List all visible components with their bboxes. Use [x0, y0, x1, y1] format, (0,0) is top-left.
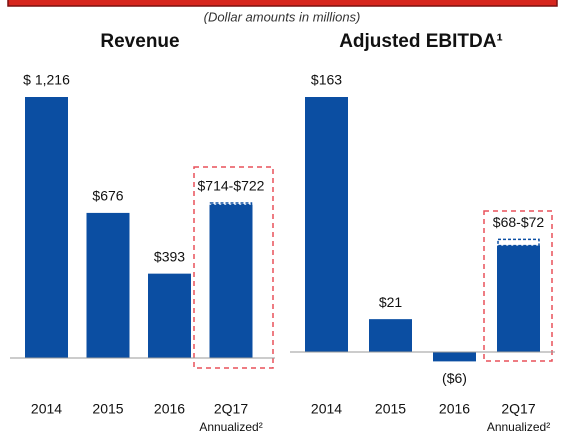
chart-title: Adjusted EBITDA¹ — [339, 31, 503, 52]
x-tick-label: 2014 — [31, 401, 62, 417]
chart-title: Revenue — [100, 31, 179, 52]
value-label: $21 — [379, 294, 403, 310]
highlight-box — [483, 210, 553, 362]
bar — [369, 319, 412, 352]
banner — [7, 0, 558, 7]
value-label: $714-$722 — [198, 178, 265, 194]
bar — [209, 204, 253, 358]
value-label: ($6) — [442, 370, 467, 386]
highlight-box — [193, 166, 274, 369]
value-label: $ 1,216 — [23, 72, 70, 88]
bar — [433, 352, 476, 362]
x-tick-label: 2015 — [92, 401, 123, 417]
range-bar — [209, 202, 253, 206]
value-label: $68-$72 — [493, 214, 545, 230]
bar — [148, 273, 191, 358]
bar — [497, 245, 540, 352]
x-tick-label: 2014 — [311, 401, 342, 417]
x-tick-label: 2Q17 — [501, 401, 535, 417]
range-bar — [497, 238, 540, 247]
value-label: $163 — [311, 72, 342, 88]
annotation: Annualized² — [199, 420, 262, 434]
bar — [25, 97, 68, 358]
x-tick-label: 2016 — [439, 401, 470, 417]
x-tick-label: 2Q17 — [214, 401, 248, 417]
x-tick-label: 2015 — [375, 401, 406, 417]
annotation: Annualized² — [487, 420, 550, 434]
x-tick-label: 2016 — [154, 401, 185, 417]
value-label: $676 — [92, 188, 123, 204]
value-label: $393 — [154, 248, 185, 264]
bar — [86, 212, 130, 358]
bar — [305, 97, 348, 352]
subtitle: (Dollar amounts in millions) — [204, 9, 361, 24]
